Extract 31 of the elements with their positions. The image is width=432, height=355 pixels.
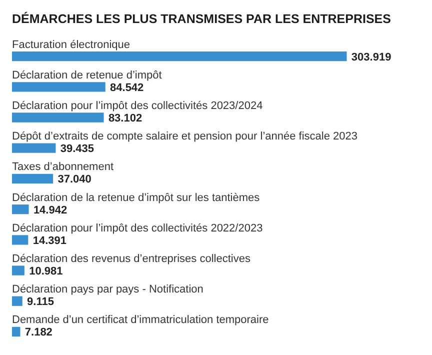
bar [12, 235, 28, 245]
data-label: 10.981 [29, 266, 63, 278]
bar [12, 326, 20, 337]
y-tick-label: Déclaration pour l’impôt des collectivités 2023/2024 [12, 100, 263, 112]
y-tick-label: Dépôt d’extraits de compte salaire et pension pour l’année fiscale 2023 [12, 130, 358, 143]
y-tick-label: Taxes d’abonnement [12, 161, 114, 174]
bar [12, 296, 22, 306]
bar [12, 112, 104, 122]
bar [12, 82, 106, 92]
y-tick-label: Déclaration des revenus d’entreprises collectives [12, 253, 251, 265]
y-tick-label: Facturation électronique [12, 38, 130, 51]
data-label: 84.542 [110, 82, 144, 94]
y-tick-label: Déclaration de retenue d’impôt [12, 69, 162, 82]
data-label: 14.391 [32, 234, 66, 247]
data-label: 9.115 [27, 296, 54, 308]
bar [12, 174, 54, 184]
data-label: 14.942 [33, 204, 68, 216]
bar [12, 266, 24, 276]
bar [12, 204, 29, 214]
bar [12, 51, 347, 62]
data-label: 39.435 [60, 143, 94, 156]
data-label: 83.102 [108, 112, 142, 125]
y-tick-label: Déclaration pays par pays - Notification [12, 284, 204, 296]
y-tick-label: Déclaration pour l’impôt des collectivités 2022/2023 [12, 222, 263, 234]
data-label: 303.919 [351, 51, 392, 64]
chart-title: DÉMARCHES LES PLUS TRANSMISES PAR LES ENTREPRISES [12, 10, 391, 26]
data-label: 37.040 [58, 174, 92, 186]
y-tick-label: Déclaration de la retenue d’impôt sur les tantièmes [12, 192, 260, 204]
bar [12, 143, 56, 153]
data-label: 7.182 [24, 326, 52, 339]
y-tick-label: Demande d’un certificat d’immatriculation temporaire [12, 314, 269, 326]
